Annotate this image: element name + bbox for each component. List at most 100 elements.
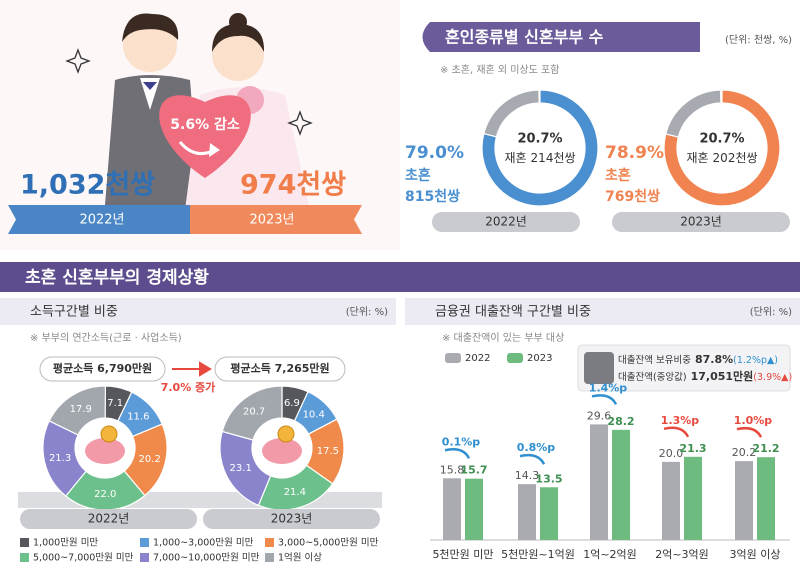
year-label: 2023년 [680,215,722,229]
legend-label: 5,000~7,000만원 미만 [33,553,134,564]
year-label: 2023년 [249,213,294,228]
side-count: 815천쌍 [405,189,460,205]
side-category: 초혼 [605,167,631,184]
legend-label: 2023 [527,353,552,364]
data-label: 20.0 [659,447,684,460]
x-tick-label: 2억~3억원 [655,548,709,561]
bar [465,478,483,540]
data-label: 29.6 [587,409,612,422]
legend-swatch [265,538,274,547]
bar [612,429,630,540]
donut-segment [483,89,540,138]
groom-shirt [140,78,160,110]
legend-swatch [140,553,149,562]
legend-label: 2022 [465,353,490,364]
heart-arrow-head [209,143,220,157]
legend-swatch [20,553,29,562]
unit-label: (단위: %) [750,305,792,318]
data-label: 28.2 [607,415,634,428]
bar [540,487,558,540]
total-2023: 974천쌍 [240,170,346,201]
x-tick-label: 3억원 이상 [730,548,781,561]
data-label: 21.4 [284,487,306,498]
data-label: 22.0 [94,489,116,500]
change-annotation: 1.3%p [661,414,700,427]
groom-tie [143,82,157,90]
center-label: 재혼 202천쌍 [686,150,757,165]
coin [277,425,295,443]
bar [518,484,536,540]
chart-title: 혼인종류별 신혼부부 수 [445,28,604,47]
heart [159,95,251,178]
bar [443,478,461,540]
average-pill [214,356,346,382]
x-tick-label: 5천만원 미만 [432,547,493,561]
pig [262,438,302,464]
legend-label: 1,000만원 미만 [33,538,98,549]
data-label: 20.7 [243,406,265,417]
change-annotation: 1.0%p [734,414,773,427]
legend-swatch [265,553,274,562]
change-label: 5.6% 감소 [170,116,240,133]
data-label: 21.3 [49,453,71,464]
donut-segment [663,89,781,207]
legend-swatch [507,353,523,363]
data-label: 20.2 [732,446,757,459]
center-value: 20.7% [517,132,562,147]
panel-header [405,298,800,325]
year-ribbon-2023 [190,205,362,234]
bride-hair [212,24,265,52]
data-label: 15.7 [460,464,487,477]
bar [662,461,680,540]
data-label: 10.4 [303,410,325,421]
count: 202천쌍 [713,150,758,165]
side-value: 78.9% [605,143,664,163]
donut-segment [481,89,599,207]
legend-label: 3,000~5,000만원 미만 [278,538,379,549]
center-label: 재혼 214천쌍 [504,150,575,165]
year-pill [612,212,790,232]
title-banner [422,22,700,52]
change-arrow [444,448,471,459]
donut-segment [221,385,283,441]
data-label: 21.3 [679,442,706,455]
side-value: 79.0% [405,143,464,163]
change-arrow [736,426,763,438]
x-tick-label: 5천만원~1억원 [501,547,575,561]
data-label: 6.9 [284,398,300,409]
category: 재혼 [504,151,526,165]
data-label: 23.1 [230,463,252,474]
data-label: 13.5 [535,472,562,485]
data-label: 21.2 [752,442,779,455]
groom-hair [122,13,179,42]
data-label: 7.1 [107,398,123,409]
info-value: 87.8% [695,353,733,366]
section-banner [0,262,800,292]
groom-face [123,18,177,72]
bride-face [212,29,264,81]
info-box [577,344,791,392]
info-line: 대출잔액(중앙값) 17,051만원(3.9%▲) [618,369,792,383]
pig [85,438,125,464]
year-ribbon-2022 [8,205,190,234]
data-label: 17.9 [70,404,92,415]
legend-label: 1,000~3,000만원 미만 [153,538,254,549]
legend-swatch [20,538,29,547]
total-2022: 1,032천쌍 [20,170,155,201]
year-pill [432,212,580,232]
info-value: 17,051만원 [691,369,754,383]
legend-swatch [140,538,149,547]
chart-title: 금융권 대출잔액 구간별 비중 [435,305,591,320]
category: 재혼 [686,151,708,165]
year-label: 2022년 [88,512,130,526]
money-bag-icon [584,352,614,384]
data-label: 14.3 [515,469,540,482]
unit-label: (단위: %) [346,305,388,318]
change-annotation: 1.4%p [589,381,628,394]
x-tick-label: 1억~2억원 [583,548,637,561]
info-line: 대출잔액 보유비중 87.8%(1.2%p▲) [618,353,778,366]
change-arrow [591,394,618,406]
change-label: 7.0% 증가 [161,380,216,394]
data-label: 20.2 [139,454,161,465]
